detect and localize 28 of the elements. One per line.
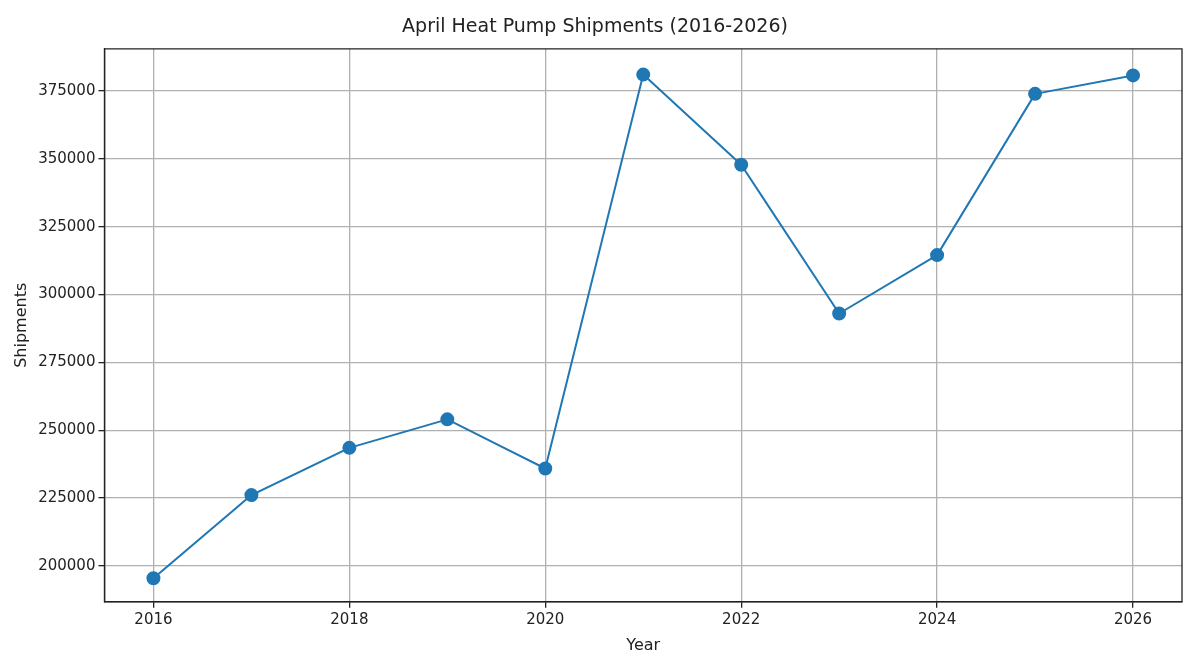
point xyxy=(244,488,259,503)
point xyxy=(342,440,357,455)
point xyxy=(146,571,161,586)
point xyxy=(1126,68,1141,83)
y-tick-label: 200000 xyxy=(38,555,96,574)
y-tick-label: 250000 xyxy=(38,420,96,439)
point xyxy=(538,461,553,476)
point xyxy=(636,67,651,82)
y-tick-label: 350000 xyxy=(38,148,96,167)
x-tick-label: 2018 xyxy=(330,609,369,628)
point xyxy=(440,412,455,427)
x-axis-title: Year xyxy=(625,634,661,654)
point xyxy=(930,248,945,263)
chart-title: April Heat Pump Shipments (2016-2026) xyxy=(402,14,788,37)
y-tick-label: 225000 xyxy=(38,487,96,506)
y-tick-label: 275000 xyxy=(38,352,96,371)
x-tick-label: 2020 xyxy=(526,609,565,628)
point xyxy=(734,157,749,172)
y-tick-label: 325000 xyxy=(38,216,96,235)
point xyxy=(1028,86,1043,101)
y-axis-title: Shipments xyxy=(10,282,30,368)
y-tick-label: 300000 xyxy=(38,284,96,303)
x-tick-label: 2026 xyxy=(1113,609,1153,628)
x-tick-label: 2024 xyxy=(918,609,957,628)
point xyxy=(832,306,847,321)
x-tick-label: 2022 xyxy=(722,609,761,628)
x-tick-label: 2016 xyxy=(134,609,173,628)
y-tick-label: 375000 xyxy=(38,80,96,99)
